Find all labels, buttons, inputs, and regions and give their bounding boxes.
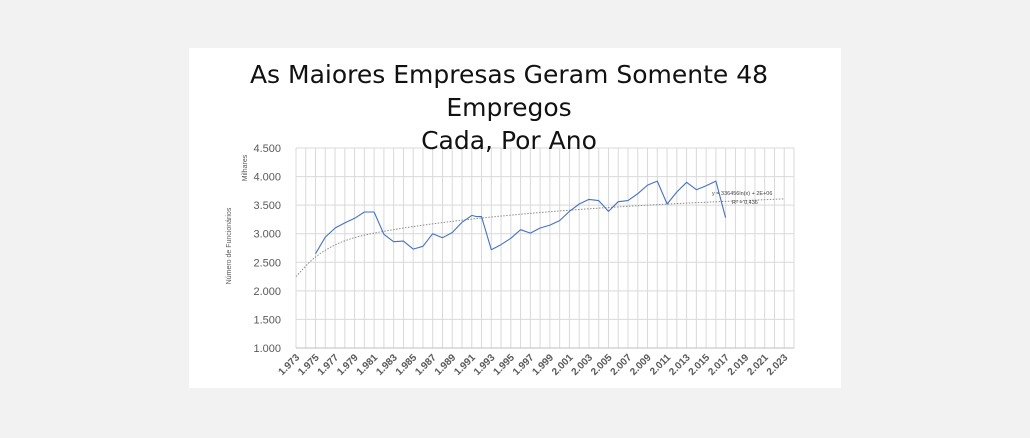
x-tick-label: 2.017 bbox=[706, 352, 732, 378]
trendline-equation: y = 336456ln(x) + 2E+06 bbox=[712, 191, 772, 197]
x-tick-label: 2.005 bbox=[589, 352, 615, 378]
x-tick-label: 2.015 bbox=[687, 352, 713, 378]
chart-title: As Maiores Empresas Geram Somente 48 Emp… bbox=[189, 58, 829, 157]
x-tick-label: 1.993 bbox=[472, 352, 498, 378]
series-line bbox=[315, 180, 727, 254]
x-tick-label: 1.997 bbox=[511, 352, 537, 378]
y-tick-label: 2.500 bbox=[253, 257, 281, 269]
x-tick-label: 2.023 bbox=[765, 352, 791, 378]
x-tick-label: 1.999 bbox=[531, 352, 557, 378]
x-tick-label: 1.977 bbox=[316, 352, 342, 378]
series-layer bbox=[315, 180, 727, 254]
x-tick-label: 1.983 bbox=[374, 352, 400, 378]
grid bbox=[295, 147, 795, 349]
x-tick-label: 2.001 bbox=[550, 352, 576, 378]
y-tick-label: 3.000 bbox=[253, 229, 281, 241]
x-tick-label: 1.985 bbox=[394, 352, 420, 378]
x-tick-label: 2.007 bbox=[609, 352, 635, 378]
chart-title-line-1: As Maiores Empresas Geram Somente 48 Emp… bbox=[249, 60, 769, 122]
x-tick-labels: 1.9731.9751.9771.9791.9811.9831.9851.987… bbox=[277, 352, 791, 378]
y-axis-unit: Milhares bbox=[242, 154, 249, 181]
x-tick-label: 1.995 bbox=[491, 352, 517, 378]
y-tick-label: 4.000 bbox=[253, 172, 281, 184]
x-tick-label: 1.987 bbox=[413, 352, 439, 378]
y-tick-label: 2.000 bbox=[253, 286, 281, 298]
x-tick-label: 1.991 bbox=[452, 352, 478, 378]
trendline bbox=[295, 198, 785, 277]
x-tick-label: 1.981 bbox=[355, 352, 381, 378]
x-tick-label: 1.975 bbox=[296, 352, 322, 378]
x-tick-label: 2.021 bbox=[745, 352, 771, 378]
x-tick-label: 2.013 bbox=[667, 352, 693, 378]
chart-title-line-2: Cada, Por Ano bbox=[421, 126, 597, 155]
chart-svg: 1.000 1.500 2.000 2.500 3.000 3.500 4.000 4.500… bbox=[226, 143, 795, 378]
y-axis-title: Número de Funcionários bbox=[226, 207, 233, 284]
x-tick-label: 1.973 bbox=[277, 352, 303, 378]
x-tick-label: 2.003 bbox=[570, 352, 596, 378]
x-tick-label: 2.009 bbox=[628, 352, 654, 378]
y-tick-label: 3.500 bbox=[253, 200, 281, 212]
x-tick-label: 2.019 bbox=[726, 352, 752, 378]
chart-card: 1.000 1.500 2.000 2.500 3.000 3.500 4.000 4.500… bbox=[189, 48, 841, 388]
y-tick-label: 4.500 bbox=[253, 143, 281, 155]
trendline-layer bbox=[295, 198, 785, 277]
y-tick-label: 1.000 bbox=[253, 343, 281, 355]
y-tick-label: 1.500 bbox=[253, 314, 281, 326]
trendline-r-squared: R² = 0,436 bbox=[732, 200, 758, 206]
x-tick-label: 1.989 bbox=[433, 352, 459, 378]
y-tick-labels: 1.000 1.500 2.000 2.500 3.000 3.500 4.000 4.500 bbox=[253, 143, 281, 355]
x-tick-label: 1.979 bbox=[335, 352, 361, 378]
